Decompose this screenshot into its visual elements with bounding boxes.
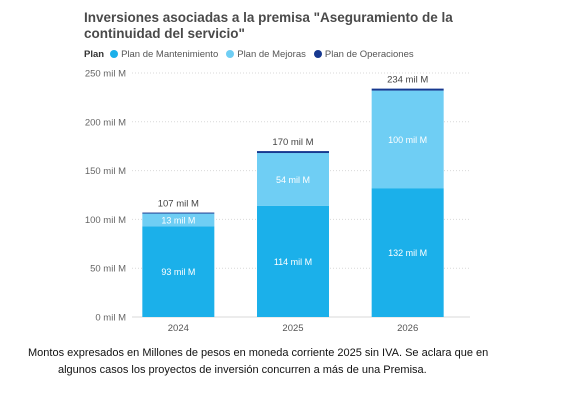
legend: Plan Plan de Mantenimiento Plan de Mejor… [84, 47, 422, 61]
caption-line-1: Montos expresados en Millones de pesos e… [28, 347, 489, 359]
caption-line-2: algunos casos los proyectos de inversión… [58, 364, 427, 376]
x-tick-label: 2025 [282, 323, 303, 334]
x-tick-label: 2026 [397, 323, 418, 334]
data-label: 93 mil M [161, 267, 195, 277]
y-tick-label: 150 mil M [85, 166, 126, 177]
chart-title: Inversiones asociadas a la premisa "Aseg… [84, 10, 453, 41]
bar-segment [371, 90, 444, 189]
bar-segment [142, 212, 215, 214]
bar-segment [142, 213, 215, 227]
total-label: 170 mil M [272, 137, 313, 148]
data-label: 100 mil M [388, 135, 427, 145]
bar-segment [257, 205, 329, 317]
total-label: 234 mil M [387, 75, 428, 86]
bar-segment [371, 88, 444, 91]
bar-segment [257, 153, 329, 206]
bar-segment [371, 188, 444, 317]
legend-dot-mantenimiento [110, 50, 119, 58]
chart-plot: 0 mil M 50 mil M 100 mil M 150 mil M 200 mil… [85, 69, 470, 334]
legend-item-operaciones[interactable]: Plan de Operaciones [313, 48, 414, 60]
y-tick-label: 250 mil M [85, 69, 126, 80]
caption: Montos expresados en Millones de pesos e… [28, 345, 568, 379]
y-tick-label: 200 mil M [85, 117, 126, 128]
legend-label-mejoras: Plan de Mejoras [237, 48, 306, 60]
total-label: 107 mil M [158, 199, 199, 210]
y-tick-label: 50 mil M [90, 264, 126, 275]
legend-dot-operaciones [313, 50, 322, 58]
y-tick-label: 100 mil M [85, 215, 126, 226]
data-label: 114 mil M [274, 257, 312, 267]
legend-item-mantenimiento[interactable]: Plan de Mantenimiento [110, 49, 218, 60]
legend-label-mantenimiento: Plan de Mantenimiento [121, 48, 219, 60]
legend-dot-mejoras [226, 50, 235, 58]
legend-item-mejoras[interactable]: Plan de Mejoras [226, 49, 306, 60]
data-label: 132 mil M [388, 248, 427, 258]
bar-segment [142, 226, 215, 317]
bar-segment [257, 151, 329, 154]
y-tick-label: 0 mil M [95, 313, 126, 324]
data-label: 13 mil M [161, 215, 195, 225]
data-label: 54 mil M [276, 175, 310, 185]
x-tick-label: 2024 [168, 323, 189, 334]
legend-label-operaciones: Plan de Operaciones [324, 48, 414, 60]
legend-title: Plan [84, 48, 105, 60]
